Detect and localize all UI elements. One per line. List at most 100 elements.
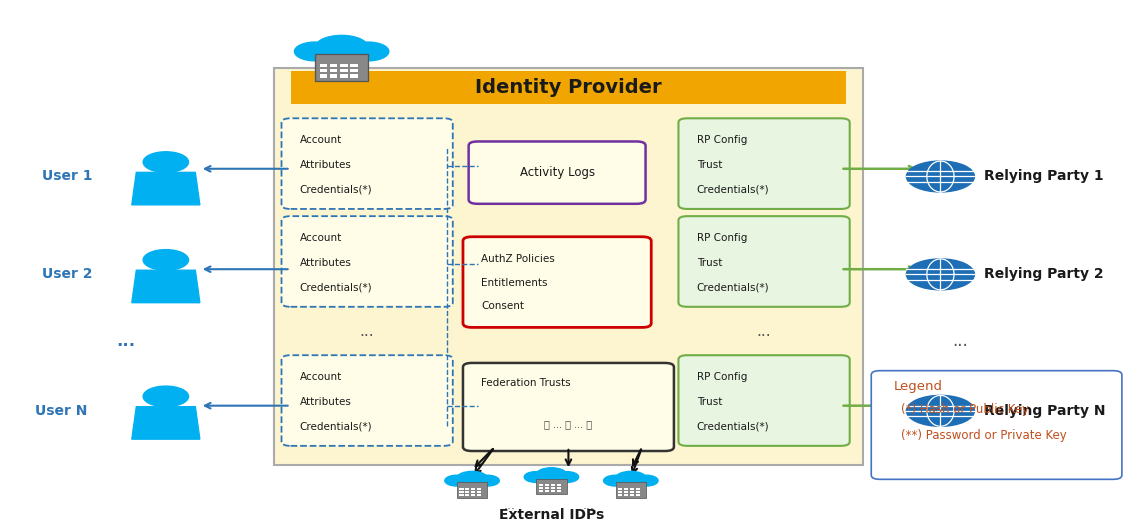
Bar bbox=[350, 63, 358, 67]
Text: Credentials(*): Credentials(*) bbox=[300, 283, 373, 293]
Circle shape bbox=[555, 472, 579, 483]
Bar bbox=[556, 484, 561, 486]
Circle shape bbox=[457, 472, 488, 485]
Bar bbox=[556, 487, 561, 489]
Text: ...: ... bbox=[116, 332, 136, 351]
Bar bbox=[459, 490, 464, 493]
Bar bbox=[315, 54, 368, 81]
Bar bbox=[459, 487, 464, 489]
Circle shape bbox=[323, 49, 360, 67]
Bar bbox=[329, 63, 337, 67]
Circle shape bbox=[603, 475, 627, 486]
Bar bbox=[274, 68, 863, 465]
Bar bbox=[465, 494, 470, 496]
Bar bbox=[551, 487, 555, 489]
Bar bbox=[630, 487, 634, 489]
Text: Identity Provider: Identity Provider bbox=[475, 78, 661, 97]
Bar bbox=[636, 494, 641, 496]
FancyBboxPatch shape bbox=[678, 118, 849, 209]
Bar bbox=[624, 487, 628, 489]
Text: Trust: Trust bbox=[697, 160, 722, 170]
Text: Credentials(*): Credentials(*) bbox=[697, 283, 770, 293]
Bar bbox=[319, 63, 327, 67]
Bar bbox=[319, 74, 327, 78]
Circle shape bbox=[461, 479, 483, 489]
Circle shape bbox=[524, 472, 548, 483]
FancyBboxPatch shape bbox=[469, 141, 645, 204]
Bar bbox=[624, 490, 628, 493]
Text: ...: ... bbox=[952, 332, 968, 351]
Text: Relying Party 1: Relying Party 1 bbox=[984, 169, 1104, 183]
FancyBboxPatch shape bbox=[678, 216, 849, 307]
FancyBboxPatch shape bbox=[678, 355, 849, 446]
Bar bbox=[471, 490, 475, 493]
Text: Relying Party 2: Relying Party 2 bbox=[984, 267, 1104, 281]
Bar bbox=[478, 494, 481, 496]
Bar bbox=[465, 490, 470, 493]
Circle shape bbox=[906, 161, 975, 192]
Bar bbox=[350, 74, 358, 78]
Text: ...: ... bbox=[504, 499, 515, 511]
Bar bbox=[457, 482, 488, 498]
Bar bbox=[636, 487, 641, 489]
Bar bbox=[536, 478, 567, 494]
Circle shape bbox=[616, 472, 646, 485]
Circle shape bbox=[634, 475, 658, 486]
Bar bbox=[459, 494, 464, 496]
Text: RP Config: RP Config bbox=[697, 373, 747, 383]
Circle shape bbox=[348, 42, 389, 61]
Bar bbox=[618, 494, 622, 496]
Bar bbox=[539, 487, 543, 489]
Bar bbox=[478, 490, 481, 493]
Text: Account: Account bbox=[300, 233, 342, 243]
Bar bbox=[551, 484, 555, 486]
Text: Consent: Consent bbox=[481, 301, 524, 311]
Bar bbox=[618, 487, 622, 489]
Text: User N: User N bbox=[35, 404, 88, 418]
Polygon shape bbox=[132, 270, 200, 303]
Text: Account: Account bbox=[300, 373, 342, 383]
Polygon shape bbox=[132, 172, 200, 205]
Circle shape bbox=[906, 396, 975, 427]
Circle shape bbox=[144, 152, 188, 172]
Circle shape bbox=[315, 36, 368, 60]
Bar bbox=[340, 63, 348, 67]
Bar bbox=[556, 490, 561, 492]
Bar bbox=[478, 487, 481, 489]
Text: (**) Password or Private Key: (**) Password or Private Key bbox=[901, 429, 1067, 442]
Text: Relying Party N: Relying Party N bbox=[984, 404, 1105, 418]
Bar bbox=[624, 494, 628, 496]
Circle shape bbox=[475, 475, 499, 486]
Circle shape bbox=[536, 468, 567, 482]
FancyBboxPatch shape bbox=[463, 363, 674, 451]
Text: ⬜ ... ⬜ ... ⬜: ⬜ ... ⬜ ... ⬜ bbox=[545, 419, 593, 429]
Circle shape bbox=[445, 475, 469, 486]
Bar bbox=[350, 69, 358, 72]
Bar bbox=[618, 490, 622, 493]
Text: RP Config: RP Config bbox=[697, 135, 747, 146]
Bar bbox=[545, 490, 548, 492]
Bar bbox=[340, 74, 348, 78]
Text: Legend: Legend bbox=[894, 379, 943, 392]
Text: ...: ... bbox=[583, 499, 595, 511]
Text: Credentials(*): Credentials(*) bbox=[300, 185, 373, 195]
Bar bbox=[465, 487, 470, 489]
Text: Federation Trusts: Federation Trusts bbox=[481, 377, 571, 388]
Text: Attributes: Attributes bbox=[300, 160, 351, 170]
Text: Activity Logs: Activity Logs bbox=[520, 166, 595, 179]
Text: (*) Hash or Public Key: (*) Hash or Public Key bbox=[901, 403, 1028, 416]
Text: RP Config: RP Config bbox=[697, 233, 747, 243]
Bar bbox=[539, 484, 543, 486]
Text: Credentials(*): Credentials(*) bbox=[697, 422, 770, 432]
Circle shape bbox=[620, 479, 642, 489]
Circle shape bbox=[906, 259, 975, 290]
Bar bbox=[545, 484, 548, 486]
Text: Trust: Trust bbox=[697, 258, 722, 268]
Bar bbox=[329, 74, 337, 78]
FancyBboxPatch shape bbox=[282, 216, 453, 307]
Circle shape bbox=[294, 42, 335, 61]
Text: ...: ... bbox=[359, 323, 374, 339]
Bar bbox=[551, 490, 555, 492]
Text: ...: ... bbox=[756, 323, 771, 339]
Bar bbox=[340, 69, 348, 72]
